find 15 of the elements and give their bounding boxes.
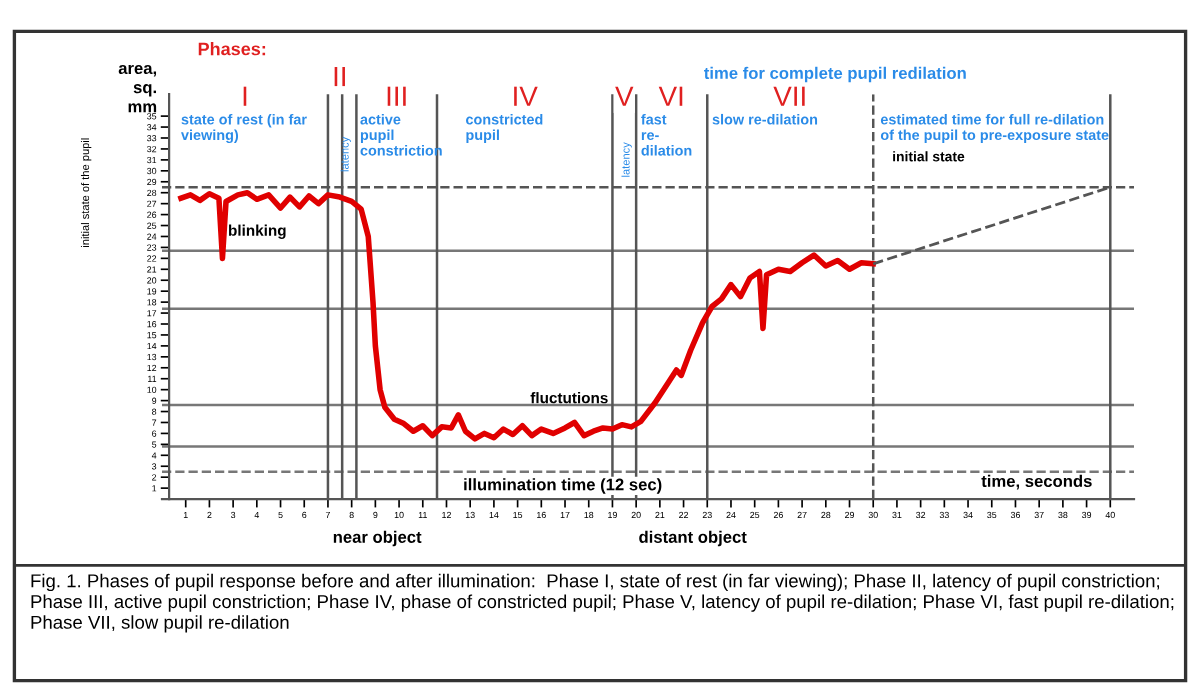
annotation: V [615,86,634,106]
text: II [334,66,345,87]
caption: Fig. 1. Phases of pupil response before and after illumination: Phase I, state of rest (in far viewing); Phase II, latency of pupil constriction; Phase III, active pupil constriction; Phase IV, phase of constricted pupil; Phase V, latency of pupil re-dilation; Phase VI, fast pupil re-dilation; Phase VII, slow pupil re-dilation [31,573,1174,633]
annotation: III [387,86,406,106]
annotation: I [243,86,247,106]
annotation: illumination time (12 sec) [464,478,662,494]
x-axis-title: time, seconds [981,474,1092,490]
text: near object [333,530,422,547]
text: distant object [639,530,747,547]
annotation: VII [773,86,805,106]
text: Phases: [198,42,266,56]
annotation: IV [514,86,538,106]
annotation: VI [658,86,683,106]
text: time for complete pupil redilation [704,66,966,83]
y-axis-title: area, sq. mm [118,64,157,113]
